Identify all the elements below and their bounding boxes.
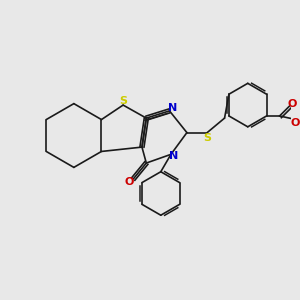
Text: S: S: [203, 133, 211, 143]
Text: O: O: [291, 118, 300, 128]
Text: O: O: [288, 99, 297, 110]
Text: O: O: [124, 177, 134, 187]
Text: S: S: [119, 96, 127, 106]
Text: N: N: [169, 151, 178, 161]
Text: N: N: [168, 103, 177, 113]
